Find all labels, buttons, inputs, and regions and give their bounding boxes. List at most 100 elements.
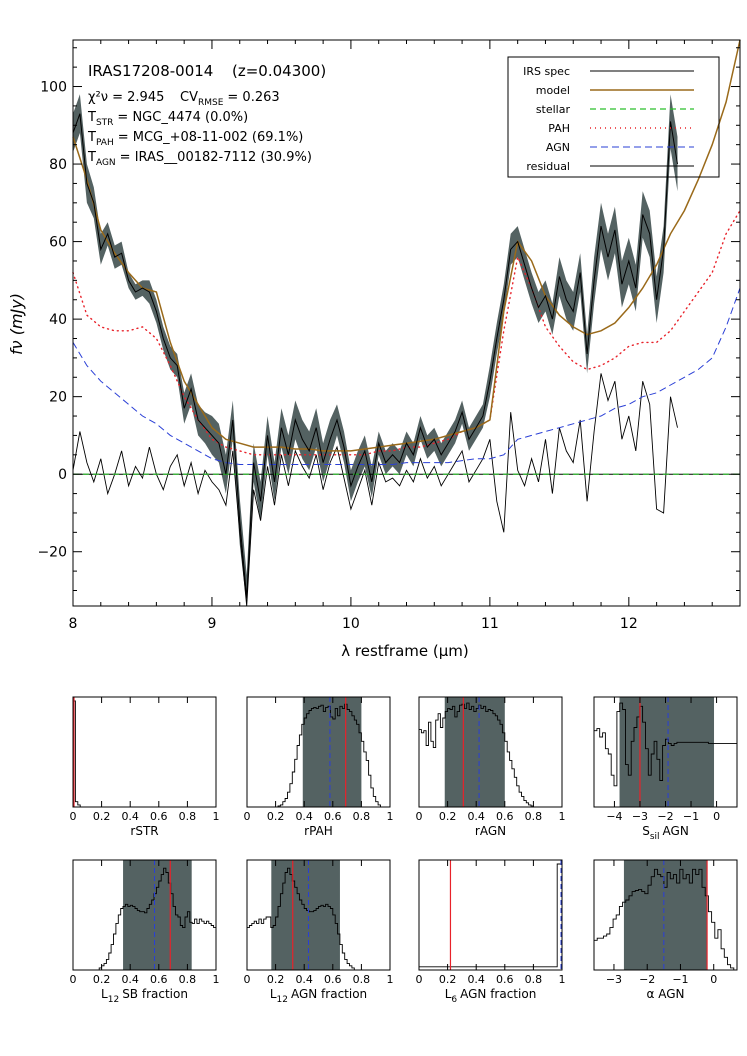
panel-x-tick-label: −2 [639, 973, 655, 986]
series-residual [72, 373, 678, 607]
panel-x-tick-label: 0 [244, 810, 251, 823]
panel-frame [418, 859, 563, 971]
panel-x-tick-label: 0 [416, 973, 423, 986]
confidence-band [302, 697, 362, 807]
cv-annotation: CVRMSE = 0.263 [180, 90, 280, 108]
panel-x-tick-label: 0.6 [496, 810, 514, 823]
t-str-annotation: TSTR = NGC_4474 (0.0%) [87, 110, 248, 128]
confidence-band [123, 860, 192, 970]
posterior-panel-3: 0 0.2 0.4 0.6 0.8 1 rAGN [416, 696, 566, 838]
panel-x-tick-label: 0.6 [324, 973, 342, 986]
panel-x-axis-label: L12 AGN fraction [270, 987, 367, 1005]
panel-x-tick-label: 0.2 [439, 810, 457, 823]
panel-x-tick-label: 1 [559, 973, 566, 986]
panel-x-tick-label: −4 [606, 810, 622, 823]
panel-x-axis-label: α AGN [647, 987, 685, 1001]
panel-x-tick-label: −1 [683, 810, 699, 823]
posterior-panel-2: 0 0.2 0.4 0.6 0.8 1 rPAH [244, 696, 394, 838]
panel-x-tick-label: 0.2 [439, 973, 457, 986]
histogram-line [419, 863, 562, 968]
main-x-axis-label: λ restframe (μm) [341, 642, 469, 660]
panel-x-tick-label: 1 [559, 810, 566, 823]
spectrum-series [72, 39, 741, 607]
histogram-line [247, 867, 390, 971]
x-tick-label: 11 [481, 616, 499, 632]
panel-x-tick-label: 0.8 [353, 973, 371, 986]
panel-x-tick-label: 0.4 [467, 973, 485, 986]
posterior-panel-8: −3 −2 −1 0 α AGN [593, 859, 738, 1001]
panel-x-tick-label: 1 [213, 973, 220, 986]
histogram-line [73, 867, 216, 971]
series-pah [72, 209, 741, 456]
panel-x-tick-label: 0.8 [179, 810, 197, 823]
confidence-band [271, 860, 340, 970]
t-pah-annotation: TPAH = MCG_+08-11-002 (69.1%) [87, 130, 303, 148]
main-axis-ticks: 8 9 10 11 12 −20 0 20 40 60 80 100 [37, 40, 741, 632]
y-tick-label: 20 [49, 390, 67, 406]
panel-frame [72, 859, 217, 971]
panel-x-tick-label: 0 [70, 810, 77, 823]
panel-x-tick-label: 1 [213, 810, 220, 823]
panel-frame [593, 859, 738, 971]
histogram-line [419, 702, 562, 808]
x-tick-label: 12 [620, 616, 638, 632]
panel-x-tick-label: 0.4 [121, 810, 139, 823]
histogram-line [594, 868, 737, 971]
panel-x-tick-label: 0.4 [295, 810, 313, 823]
posterior-panel-7: 0 0.2 0.4 0.6 0.8 1 L6 AGN fraction [416, 859, 566, 1005]
histogram-line [594, 702, 737, 787]
panel-x-tick-label: 0.2 [93, 973, 111, 986]
panel-x-tick-label: 0.6 [324, 810, 342, 823]
posterior-panel-5: 0 0.2 0.4 0.6 0.8 1 L12 SB fraction [70, 859, 220, 1005]
y-tick-label: 0 [58, 467, 67, 483]
confidence-band [619, 697, 715, 807]
legend-frame [507, 56, 720, 178]
histogram-line [247, 703, 390, 808]
panel-x-tick-label: −1 [672, 973, 688, 986]
posterior-panels: 0 0.2 0.4 0.6 0.8 1 rSTR 0 0.2 0.4 0.6 0.8 1 rPAH 0 0.2… [70, 696, 738, 1005]
histogram-line [73, 700, 216, 808]
panel-x-tick-label: −3 [632, 810, 648, 823]
panel-frame [72, 696, 217, 808]
y-tick-label: −20 [37, 545, 67, 561]
legend: IRS spec model stellar PAH AGN residual [507, 56, 720, 178]
uncertainty-band [73, 94, 678, 607]
legend-label-irs: IRS spec [523, 65, 570, 78]
panel-x-tick-label: −2 [657, 810, 673, 823]
panel-x-tick-label: 1 [387, 810, 394, 823]
panel-x-tick-label: 0.4 [295, 973, 313, 986]
panel-frame [246, 859, 391, 971]
confidence-band [623, 860, 708, 970]
panel-x-tick-label: 0.8 [353, 810, 371, 823]
posterior-panel-1: 0 0.2 0.4 0.6 0.8 1 rSTR [70, 696, 220, 838]
panel-x-tick-label: 0.2 [267, 810, 285, 823]
y-tick-label: 60 [49, 235, 67, 251]
panel-frame [246, 696, 391, 808]
series-agn [72, 287, 741, 465]
legend-label-residual: residual [526, 160, 570, 173]
panel-x-tick-label: 0.8 [525, 973, 543, 986]
panel-x-tick-label: 0 [244, 973, 251, 986]
panel-x-tick-label: 0.4 [121, 973, 139, 986]
panel-x-axis-label: rSTR [130, 824, 158, 838]
confidence-band [444, 697, 505, 807]
panel-x-axis-label: rPAH [304, 824, 333, 838]
panel-x-tick-label: 0.8 [179, 973, 197, 986]
panel-x-tick-label: −3 [606, 973, 622, 986]
panel-x-tick-label: 0.6 [496, 973, 514, 986]
panel-x-tick-label: 0.4 [467, 810, 485, 823]
panel-x-axis-label: Ssil AGN [642, 824, 689, 842]
legend-label-agn: AGN [546, 141, 570, 154]
posterior-panel-4: −4 −3 −2 −1 0 Ssil AGN [593, 696, 738, 842]
legend-label-stellar: stellar [536, 103, 571, 116]
panel-x-axis-label: L12 SB fraction [101, 987, 188, 1005]
redshift-label: (z=0.04300) [232, 62, 326, 80]
main-spectrum-chart: 8 9 10 11 12 −20 0 20 40 60 80 100 IRAS17208-0014 (… [7, 39, 741, 660]
panel-frame [418, 696, 563, 808]
y-tick-label: 100 [40, 80, 67, 96]
panel-x-axis-label: rAGN [475, 824, 506, 838]
panel-x-tick-label: 0 [710, 973, 717, 986]
x-tick-label: 9 [207, 616, 216, 632]
panel-x-tick-label: 0 [713, 810, 720, 823]
